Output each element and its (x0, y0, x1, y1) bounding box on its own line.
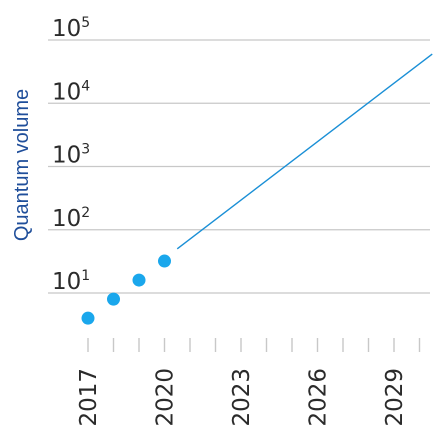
x-tick-label-2020: 2020 (153, 368, 179, 427)
data-point-2018 (107, 292, 120, 306)
x-tick-label-2026: 2026 (306, 368, 332, 427)
trend-line (176, 53, 433, 250)
data-series (81, 53, 433, 325)
y-axis-label: Quantum volume (11, 89, 33, 241)
gridlines (48, 39, 430, 294)
data-point-2019 (132, 273, 146, 287)
x-tick-label-2017: 2017 (76, 368, 102, 427)
data-point-2020 (158, 254, 171, 268)
y-tick-label-1: 101 (52, 268, 90, 295)
y-tick-label-4: 104 (52, 78, 90, 105)
y-tick-labels: 101 102 103 104 105 (52, 15, 90, 295)
y-tick-label-2: 102 (52, 205, 90, 232)
y-tick-label-3: 103 (52, 142, 90, 169)
x-tick-label-2029: 2029 (382, 368, 408, 427)
x-tick-label-2023: 2023 (229, 368, 255, 427)
x-tick-labels: 2017 2020 2023 2026 2029 (76, 338, 421, 427)
y-tick-label-5: 105 (52, 15, 90, 42)
data-point-2017 (81, 311, 95, 325)
